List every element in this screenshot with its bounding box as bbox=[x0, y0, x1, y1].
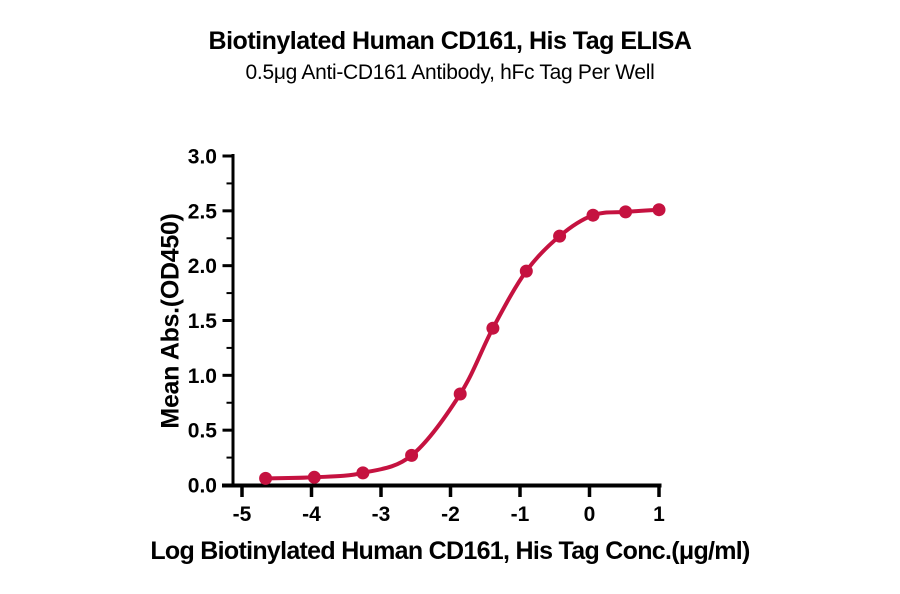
data-point-marker bbox=[652, 203, 666, 217]
x-axis-label: Log Biotinylated Human CD161, His Tag Co… bbox=[150, 537, 750, 565]
data-point-marker bbox=[553, 229, 567, 243]
data-point-marker bbox=[405, 448, 419, 462]
y-tick-label: 1.0 bbox=[188, 365, 217, 388]
x-tick-label: -2 bbox=[441, 503, 460, 526]
data-point-marker bbox=[453, 387, 467, 401]
x-tick-label: 1 bbox=[653, 503, 665, 526]
y-tick-label: 2.5 bbox=[188, 200, 218, 223]
y-tick-label: 1.5 bbox=[188, 310, 218, 333]
chart-title: Biotinylated Human CD161, His Tag ELISA bbox=[208, 27, 692, 55]
x-tick-label: 0 bbox=[584, 503, 596, 526]
x-tick-label: -1 bbox=[511, 503, 530, 526]
y-tick-label: 2.0 bbox=[188, 255, 217, 278]
x-tick-label: -5 bbox=[233, 503, 252, 526]
dose-response-curve bbox=[263, 207, 661, 481]
data-point-marker bbox=[486, 321, 500, 335]
x-tick-label: -4 bbox=[302, 503, 321, 526]
y-tick-label: 0.0 bbox=[188, 475, 217, 498]
data-point-marker bbox=[586, 208, 600, 222]
data-point-marker bbox=[356, 466, 370, 480]
data-point-marker bbox=[619, 205, 633, 219]
chart-subtitle: 0.5μg Anti-CD161 Antibody, hFc Tag Per W… bbox=[245, 61, 655, 84]
data-point-marker bbox=[519, 264, 533, 278]
y-tick-label: 0.5 bbox=[188, 420, 218, 443]
y-tick-label: 3.0 bbox=[188, 146, 217, 169]
data-point-marker bbox=[307, 470, 321, 484]
x-tick-label: -3 bbox=[372, 503, 391, 526]
data-point-marker bbox=[259, 471, 273, 485]
